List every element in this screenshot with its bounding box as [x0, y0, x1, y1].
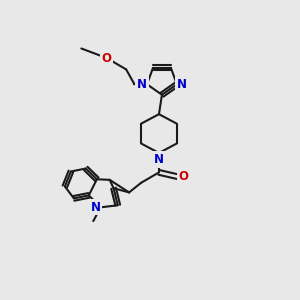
Text: N: N	[154, 153, 164, 166]
Text: O: O	[178, 170, 188, 183]
Text: N: N	[177, 78, 187, 91]
Text: O: O	[102, 52, 112, 64]
Text: N: N	[137, 78, 147, 91]
Text: N: N	[91, 201, 101, 214]
